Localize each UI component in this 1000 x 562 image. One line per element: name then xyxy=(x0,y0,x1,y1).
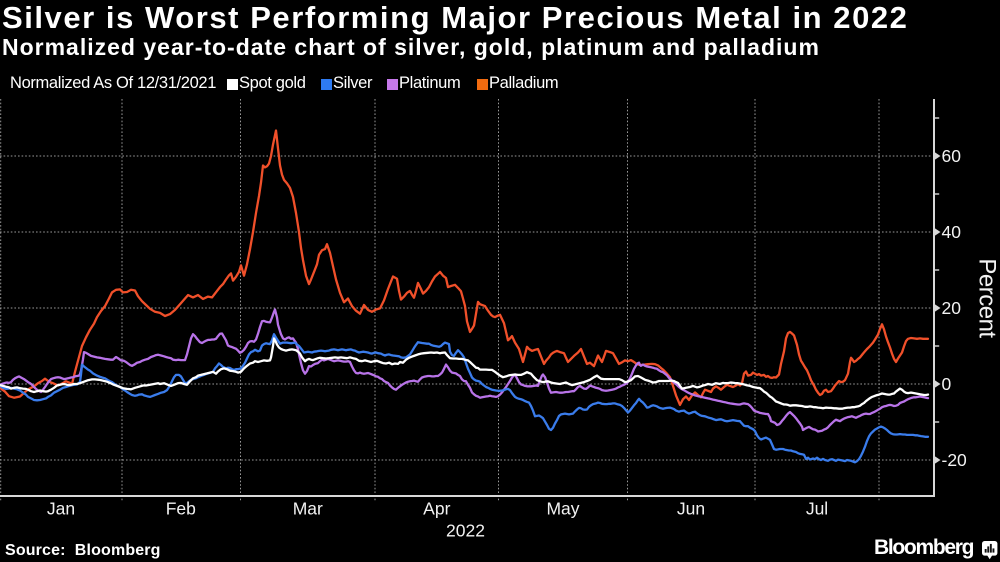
svg-text:Apr: Apr xyxy=(423,499,450,519)
svg-text:Mar: Mar xyxy=(293,499,323,519)
svg-text:-20: -20 xyxy=(942,450,968,470)
svg-text:May: May xyxy=(546,499,579,519)
svg-text:0: 0 xyxy=(942,374,952,394)
svg-text:Feb: Feb xyxy=(166,499,196,519)
svg-text:20: 20 xyxy=(942,298,962,318)
svg-text:60: 60 xyxy=(942,146,962,166)
svg-text:40: 40 xyxy=(942,222,962,242)
svg-text:Jul: Jul xyxy=(806,499,828,519)
svg-text:Jun: Jun xyxy=(677,499,705,519)
svg-text:Percent: Percent xyxy=(974,258,1000,338)
svg-text:Jan: Jan xyxy=(47,499,75,519)
svg-text:2022: 2022 xyxy=(446,521,485,541)
